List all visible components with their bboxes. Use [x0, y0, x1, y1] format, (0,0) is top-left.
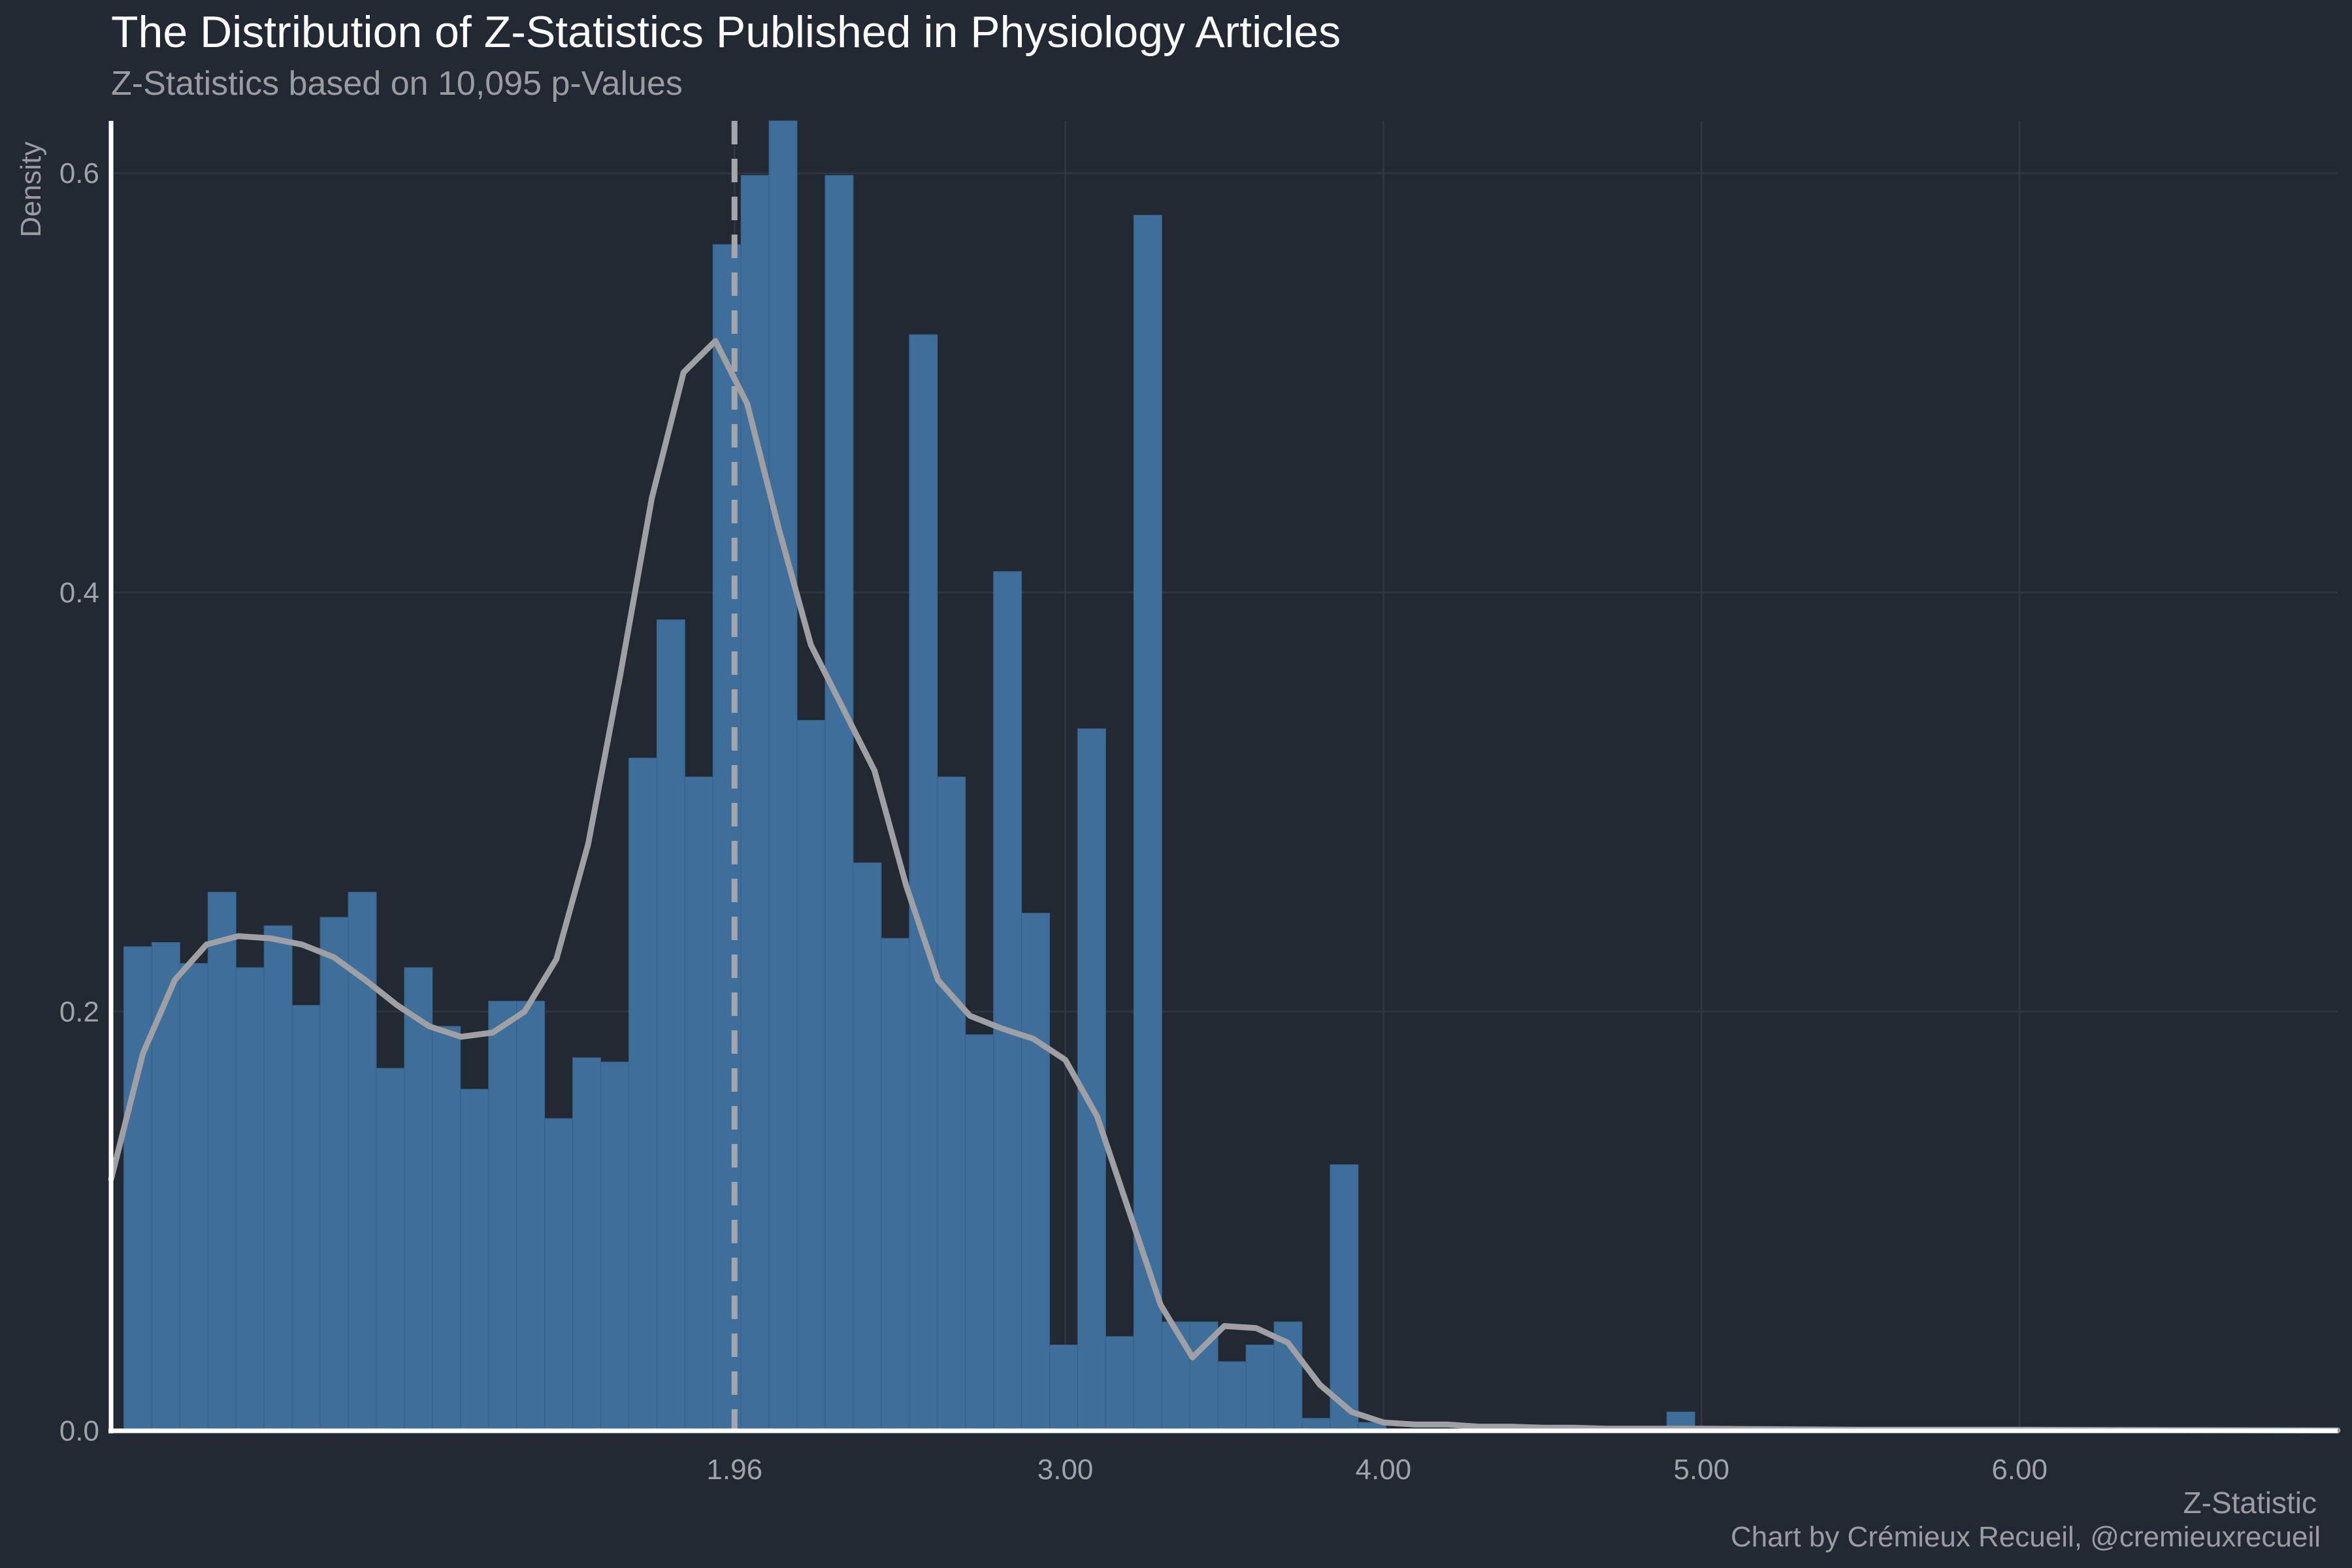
histogram-bar [1330, 1164, 1359, 1431]
histogram-bar [684, 776, 713, 1431]
histogram-bar [263, 925, 293, 1431]
histogram-bar [291, 1005, 321, 1431]
histogram-bar [460, 1088, 489, 1431]
histogram-bar [516, 1000, 546, 1431]
histogram-bar [179, 963, 208, 1431]
y-tick-label: 0.0 [59, 1415, 99, 1447]
histogram-bar [1133, 214, 1162, 1431]
histogram-bar [796, 719, 826, 1431]
histogram-bar [544, 1118, 574, 1431]
histogram-bar [853, 862, 882, 1431]
histogram-bar [235, 967, 265, 1431]
chart-subtitle: Z-Statistics based on 10,095 p-Values [111, 65, 683, 103]
histogram-bar [1077, 728, 1106, 1431]
histogram-bar [656, 619, 685, 1431]
histogram-bar [1217, 1361, 1247, 1431]
histogram-bar [376, 1068, 405, 1431]
histogram-bar [825, 174, 854, 1431]
histogram-bar [404, 967, 433, 1431]
x-tick-label: 1.96 [706, 1454, 762, 1486]
histogram-bar [937, 776, 966, 1431]
y-tick-label: 0.4 [59, 577, 99, 609]
histogram-bar [993, 571, 1022, 1431]
histogram-bar [123, 946, 152, 1431]
histogram-bar [881, 938, 910, 1431]
x-axis-title: Z-Statistic [2183, 1486, 2317, 1520]
histogram-bar [348, 892, 377, 1431]
histogram-bar [1021, 913, 1051, 1431]
histogram-bar [207, 892, 237, 1431]
chart-title: The Distribution of Z-Statistics Publish… [111, 7, 1341, 57]
histogram-bar [909, 334, 938, 1431]
histogram-bar [712, 244, 742, 1431]
histogram-bar [432, 1026, 461, 1431]
histogram-bar [488, 1000, 517, 1431]
histogram-bar [600, 1061, 629, 1431]
x-tick-label: 6.00 [1991, 1454, 2048, 1486]
x-tick-label: 4.00 [1356, 1454, 1412, 1486]
histogram-bar [768, 120, 798, 1431]
y-tick-label: 0.6 [59, 157, 99, 189]
histogram-bar [1161, 1321, 1190, 1431]
y-tick-label: 0.2 [59, 996, 99, 1028]
histogram-bar [1105, 1336, 1134, 1431]
density-curve [108, 338, 2341, 1433]
chart-caption: Chart by Crémieux Recueil, @cremieuxrecu… [1731, 1521, 2321, 1553]
histogram-bar [965, 1034, 994, 1431]
histogram-bar [628, 757, 657, 1431]
histogram-bar [740, 174, 770, 1431]
histogram-bar [319, 917, 349, 1431]
x-tick-label: 5.00 [1673, 1454, 1729, 1486]
histogram-bar [572, 1057, 601, 1431]
y-axis-title: Density [15, 142, 47, 238]
histogram-bar [151, 942, 180, 1431]
histogram-bar [1245, 1344, 1275, 1431]
histogram-bar [1049, 1344, 1078, 1431]
x-tick-label: 3.00 [1037, 1454, 1094, 1486]
